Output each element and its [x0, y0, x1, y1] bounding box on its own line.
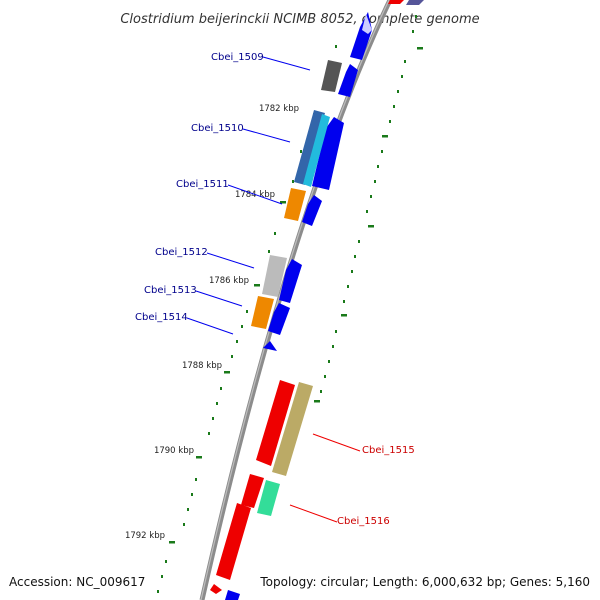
ruler-tick-label: 1782 kbp [259, 104, 299, 114]
gene-box-cbei-1509 [321, 60, 342, 92]
gene-label-cbei-1510[interactable]: Cbei_1510 [191, 123, 244, 134]
ruler-tick-label: 1786 kbp [209, 276, 249, 286]
gene-box-red-bottom [210, 584, 222, 594]
gene-arrow-cbei-1510 [312, 117, 344, 190]
gene-label-cbei-1512[interactable]: Cbei_1512 [155, 247, 208, 258]
gene-box-cbei-1516-red [241, 474, 264, 508]
genome-summary: Topology: circular; Length: 6,000,632 bp… [259, 575, 590, 589]
gene-box-top-red [388, 0, 404, 4]
inner-dot-track [157, 45, 337, 593]
leader-lines [186, 56, 361, 523]
gene-box-cbei-1513 [251, 296, 274, 329]
ruler-tick-label: 1790 kbp [154, 446, 194, 456]
gene-label-cbei-1509[interactable]: Cbei_1509 [211, 52, 264, 63]
other-genes [210, 0, 424, 594]
gene-arrow-cbei-1511 [302, 195, 322, 226]
gene-box-cbei-1515-olive [272, 382, 313, 476]
gene-labels: Cbei_1509 Cbei_1510 Cbei_1511 Cbei_1512 … [135, 52, 415, 527]
gene-label-cbei-1515[interactable]: Cbei_1515 [362, 445, 415, 456]
gene-arrow-cbei-1513 [268, 303, 290, 335]
gene-box-cbei-1510b [303, 114, 330, 187]
gene-box-cbei-1512 [262, 255, 287, 297]
forward-strand-genes [225, 12, 372, 600]
gene-label-cbei-1514[interactable]: Cbei_1514 [135, 312, 188, 323]
accession-label: Accession: NC_009617 [9, 575, 145, 589]
gene-box-cbei-1515-red [256, 380, 295, 466]
gene-box-cbei-1516-green [257, 480, 280, 516]
gene-arrow-top-lavender [362, 14, 372, 34]
gene-arrow-bottom-blue [225, 590, 240, 600]
gene-label-cbei-1513[interactable]: Cbei_1513 [144, 285, 197, 296]
genome-backbone [199, 0, 393, 600]
gene-box-red-lower [216, 503, 251, 580]
gene-label-cbei-1511[interactable]: Cbei_1511 [176, 179, 229, 190]
outer-dot-track [314, 15, 423, 403]
gene-box-cbei-1510a [294, 110, 325, 185]
gene-box-top-slate [406, 0, 424, 5]
ruler-tick-label: 1792 kbp [125, 531, 165, 541]
genome-backbone-highlight [200, 0, 390, 600]
map-title: Clostridium beijerinckii NCIMB 8052, com… [120, 12, 479, 27]
gene-box-cbei-1511 [284, 188, 306, 221]
gene-arrow-cbei-1514 [263, 341, 277, 351]
gene-arrow-cbei-1509 [338, 64, 358, 97]
gene-arrow-cbei-1512 [279, 259, 302, 303]
ruler-tick-label: 1788 kbp [182, 361, 222, 371]
gene-label-cbei-1516[interactable]: Cbei_1516 [337, 516, 390, 527]
